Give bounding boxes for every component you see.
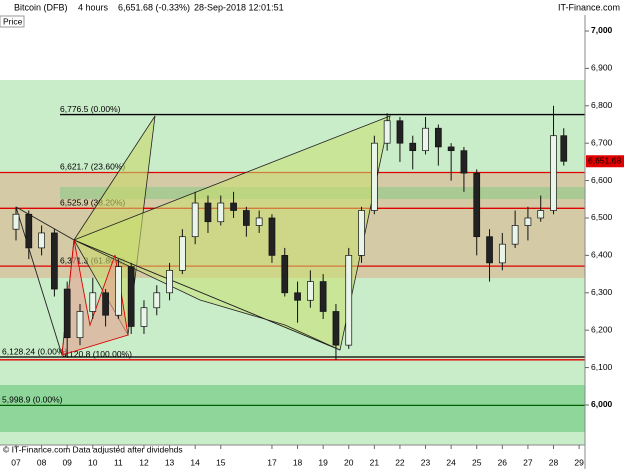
candle-body [294, 292, 301, 301]
x-tick-label: 25 [472, 457, 482, 467]
level-label: 6,621.7 (23.60%) [60, 162, 125, 172]
candle-body [345, 255, 353, 346]
candle-body [76, 311, 84, 339]
candle-body [38, 232, 45, 249]
candle-body [560, 135, 568, 162]
candle-body [460, 150, 468, 174]
y-tick-label: 6,500 [591, 212, 613, 222]
y-tick-label: 6,100 [591, 362, 613, 372]
level-label: 6,128.24 (0.00%) [2, 346, 67, 356]
candle-body [473, 172, 481, 238]
x-tick-label: 14 [190, 457, 200, 467]
candle-body [204, 202, 212, 223]
y-tick-label: 6,300 [591, 287, 613, 297]
level-label: 6,120.8 (100.00%) [62, 349, 132, 359]
candle-body [140, 307, 148, 327]
candle-body [243, 210, 250, 226]
symbol: Bitcoin (DFB) [14, 2, 68, 12]
pattern-shape [73, 239, 341, 351]
zone-band [0, 385, 585, 432]
candle-body [511, 225, 519, 245]
candle-body [179, 236, 186, 271]
level-label: 6,525.9 (38.20%) [60, 198, 125, 208]
candle-body [230, 202, 237, 211]
x-tick-label: 12 [139, 457, 149, 467]
y-tick-label: 6,200 [591, 324, 613, 334]
candle-body [550, 135, 557, 211]
y-tick-label: 6,800 [591, 100, 613, 110]
timeframe: 4 hours [78, 2, 109, 12]
candle-body [115, 266, 122, 316]
x-tick-label: 21 [370, 457, 380, 467]
last-price-tag [586, 155, 624, 168]
x-tick-label: 07 [11, 457, 21, 467]
candle-body [332, 311, 340, 346]
candle-body [422, 127, 429, 152]
quote: 6,651.68 (-0.33%) [118, 2, 190, 12]
x-tick-label: 19 [318, 457, 328, 467]
x-tick-label: 26 [498, 457, 508, 467]
x-tick-label: 15 [216, 457, 226, 467]
candle-body [63, 288, 71, 339]
timestamp: 28-Sep-2018 12:01:51 [194, 2, 284, 12]
candle-body [25, 213, 33, 249]
candle-body [447, 146, 455, 152]
candle-body [102, 292, 109, 316]
candle-body [396, 120, 404, 144]
candle-body [486, 236, 493, 264]
x-tick-label: 08 [37, 457, 47, 467]
level-label: 5,998.9 (0.00%) [2, 395, 63, 405]
y-tick-label: 6,700 [591, 137, 613, 147]
candle-body [434, 127, 442, 148]
candle-body [281, 255, 289, 294]
header-bar [0, 0, 625, 15]
x-tick-label: 27 [523, 457, 533, 467]
x-tick-label: 22 [395, 457, 405, 467]
y-tick-label: 6,600 [591, 175, 613, 185]
candle-body [127, 266, 135, 327]
x-tick-label: 23 [421, 457, 431, 467]
footer: © IT-Finance.com Data adjusted after div… [3, 444, 183, 454]
last-price-label: 6,651.68 [588, 156, 621, 166]
y-tick-label: 6,000 [591, 399, 613, 409]
candle-body [255, 217, 263, 226]
level-label: 6,776.5 (0.00%) [60, 104, 121, 114]
candle-body [370, 142, 378, 211]
candle-body [12, 213, 20, 230]
x-tick-label: 11 [114, 457, 123, 467]
candle-body [537, 210, 545, 219]
site: IT-Finance.com [558, 2, 620, 12]
candle-body [383, 120, 391, 144]
x-tick-label: 20 [344, 457, 354, 467]
y-tick-label: 6,400 [591, 250, 613, 260]
x-tick-label: 10 [88, 457, 98, 467]
y-tick-label: 7,000 [591, 25, 613, 35]
candle-body [268, 217, 276, 256]
x-tick-label: 17 [267, 457, 277, 467]
candle-body [166, 269, 173, 294]
candle-body [524, 217, 532, 226]
candle-body [51, 232, 58, 290]
y-tick-label: 6,900 [591, 63, 613, 73]
candle-body [217, 202, 225, 223]
candle-body [89, 292, 97, 312]
panel-label: Price [3, 16, 23, 26]
candle-body [409, 142, 417, 152]
candle-body [358, 210, 365, 256]
x-tick-label: 29 [574, 457, 584, 467]
panel-label-box [0, 15, 25, 28]
candle-body [307, 281, 314, 301]
x-tick-label: 13 [165, 457, 175, 467]
candle-body [319, 281, 327, 312]
x-tick-label: 28 [549, 457, 559, 467]
x-tick-label: 09 [62, 457, 72, 467]
candle-body [498, 243, 506, 264]
x-tick-label: 18 [293, 457, 303, 467]
x-tick-label: 24 [446, 457, 456, 467]
candle-body [153, 292, 161, 309]
candle-body [191, 202, 199, 238]
